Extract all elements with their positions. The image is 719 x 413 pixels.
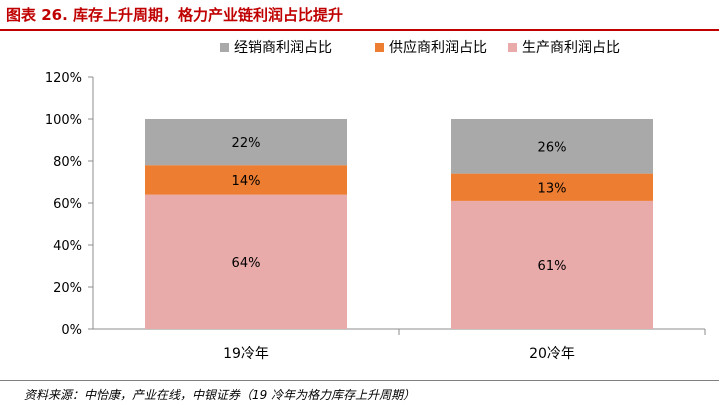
y-tick-label: 100% [45, 113, 82, 128]
data-label: 14% [232, 174, 261, 189]
legend-swatch [375, 43, 384, 52]
x-category-label: 20冷年 [529, 346, 575, 362]
source-rule [0, 380, 719, 381]
data-label: 61% [538, 259, 567, 274]
figure-title: 图表 26. 库存上升周期，格力产业链利润占比提升 [6, 6, 344, 24]
bar-segment [145, 194, 347, 329]
legend-swatch [508, 43, 517, 52]
bar-segment [451, 200, 653, 329]
y-tick-label: 0% [61, 323, 82, 338]
stacked-bar-chart: 经销商利润占比 供应商利润占比 生产商利润占比 0% 20% 40% 60% 80% 100% 1… [45, 39, 706, 362]
legend-label: 生产商利润占比 [522, 40, 620, 56]
bar-segment [451, 173, 653, 201]
y-tick-label: 20% [53, 281, 82, 296]
y-tick-label: 80% [53, 155, 82, 170]
y-tick-label: 60% [53, 197, 82, 212]
data-label: 26% [538, 140, 567, 155]
x-category-label: 19冷年 [223, 346, 269, 362]
legend-label: 经销商利润占比 [234, 40, 332, 56]
legend-swatch [220, 43, 229, 52]
y-tick-label: 40% [53, 239, 82, 254]
data-label: 22% [232, 136, 261, 151]
y-tick-label: 120% [45, 71, 82, 86]
bar-segment [145, 165, 347, 195]
source-note: 资料来源：中怡康，产业在线，中银证券（19 冷年为格力库存上升周期） [24, 388, 416, 402]
legend-label: 供应商利润占比 [389, 39, 487, 56]
bar-segment [451, 119, 653, 174]
data-label: 13% [538, 181, 567, 196]
title-rule [0, 29, 719, 31]
bar-segment [145, 119, 347, 166]
data-label: 64% [232, 256, 261, 271]
